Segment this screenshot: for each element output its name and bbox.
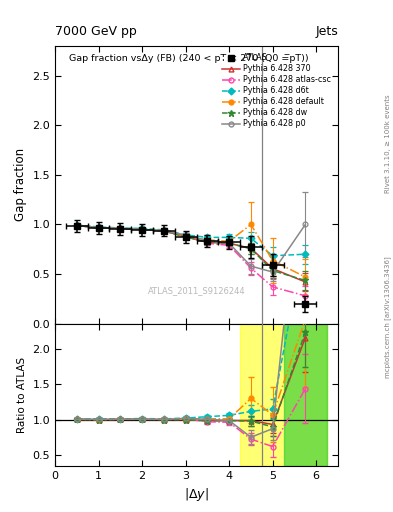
Text: Gap fraction vsΔy (FB) (240 < pT < 270 (Q0 =̅pT)): Gap fraction vsΔy (FB) (240 < pT < 270 (…: [69, 54, 309, 63]
Text: Jets: Jets: [315, 26, 338, 38]
X-axis label: $|\Delta y|$: $|\Delta y|$: [184, 486, 209, 503]
Y-axis label: Gap fraction: Gap fraction: [14, 148, 27, 221]
Y-axis label: Ratio to ATLAS: Ratio to ATLAS: [17, 357, 27, 433]
Text: 7000 GeV pp: 7000 GeV pp: [55, 26, 137, 38]
Bar: [284, 324, 327, 466]
Legend: ATLAS, Pythia 6.428 370, Pythia 6.428 atlas-csc, Pythia 6.428 d6t, Pythia 6.428 : ATLAS, Pythia 6.428 370, Pythia 6.428 at…: [219, 50, 334, 132]
Text: Rivet 3.1.10, ≥ 100k events: Rivet 3.1.10, ≥ 100k events: [385, 94, 391, 193]
Bar: [240, 324, 327, 466]
Text: ATLAS_2011_S9126244: ATLAS_2011_S9126244: [148, 286, 245, 295]
Text: mcplots.cern.ch [arXiv:1306.3436]: mcplots.cern.ch [arXiv:1306.3436]: [384, 257, 391, 378]
